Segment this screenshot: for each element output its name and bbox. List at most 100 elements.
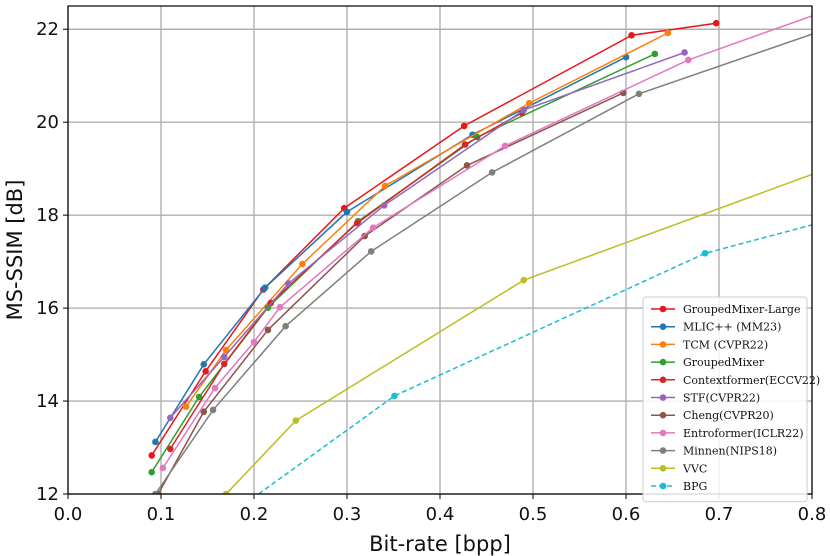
data-point [369, 224, 377, 231]
series-TCM (CVPR22) [182, 29, 672, 410]
series-line [157, 92, 624, 494]
data-point [195, 393, 203, 401]
series-Cheng(CVPR20) [154, 89, 627, 494]
x-tick-label: 0.5 [519, 504, 548, 525]
legend-label: Contextformer(ECCV22) [683, 374, 820, 387]
data-point [202, 368, 209, 375]
legend-box [642, 296, 808, 503]
data-point [200, 408, 208, 416]
legend-item: Cheng(CVPR20) [651, 409, 774, 422]
data-point [264, 326, 272, 334]
data-point [200, 361, 208, 368]
series-GroupedMixer [148, 50, 659, 476]
data-point [628, 31, 635, 39]
series-line [185, 32, 669, 408]
data-point [167, 445, 174, 453]
legend-label: MLIC++ (MM23) [683, 321, 781, 334]
data-point [148, 468, 155, 476]
data-point [152, 438, 159, 446]
series-layer [148, 15, 825, 494]
legend-label: Cheng(CVPR20) [683, 409, 774, 422]
data-point [182, 403, 190, 410]
legend-label: GroupedMixer-Large [683, 303, 801, 316]
y-tick-label: 14 [36, 391, 59, 412]
data-point [460, 122, 468, 130]
data-point [685, 56, 692, 64]
legend-item: GroupedMixer [651, 356, 765, 369]
legend: GroupedMixer-Large MLIC++ (MM23) TCM (CVPR… [642, 296, 820, 503]
ticks: 0.0 0.1 0.2 0.3 0.4 0.5 0.6 0.7 0.8 12 14 16 18 20 22 [36, 19, 826, 525]
legend-label: Minnen(NIPS18) [683, 445, 777, 458]
legend-marker [659, 447, 667, 454]
x-tick-label: 0.8 [798, 504, 827, 525]
data-point [353, 219, 361, 227]
data-point [461, 141, 469, 148]
legend-label: BPG [683, 480, 707, 493]
series-line [151, 22, 717, 456]
x-tick-label: 0.3 [333, 504, 362, 525]
data-point [701, 249, 709, 257]
legend-label: STF(CVPR22) [683, 392, 760, 405]
data-point [148, 452, 155, 459]
legend-marker [659, 394, 667, 401]
legend-marker [659, 323, 667, 331]
data-point [712, 19, 720, 27]
data-point [152, 490, 159, 494]
series-line [258, 224, 812, 494]
data-point [299, 260, 306, 268]
data-point [285, 280, 292, 287]
data-point [211, 384, 219, 392]
series-line [225, 173, 812, 494]
legend-label: GroupedMixer [683, 356, 765, 369]
x-tick-label: 0.4 [426, 504, 455, 525]
legend-marker [659, 482, 667, 490]
grid [67, 6, 813, 495]
legend-item: TCM (CVPR22) [651, 338, 768, 351]
data-point [818, 168, 825, 175]
series-STF(CVPR22) [167, 49, 688, 422]
y-tick-label: 16 [36, 298, 59, 319]
series-line [162, 15, 812, 469]
series-line [151, 53, 656, 473]
series-BPG [258, 224, 812, 494]
data-point [220, 353, 228, 361]
x-tick-label: 0.6 [612, 504, 641, 525]
x-tick-label: 0.0 [54, 504, 83, 525]
data-point [220, 360, 228, 368]
data-point [635, 90, 643, 98]
y-tick-label: 18 [36, 205, 59, 226]
data-point [651, 50, 659, 58]
x-tick-label: 0.1 [147, 504, 176, 525]
x-axis-title: Bit-rate [bpp] [369, 532, 511, 556]
y-tick-label: 22 [36, 19, 59, 40]
legend-item: Minnen(NIPS18) [651, 445, 777, 458]
series-line [169, 51, 685, 419]
x-tick-label: 0.2 [240, 504, 269, 525]
data-point [261, 284, 269, 291]
data-point [343, 208, 351, 216]
data-point [525, 99, 533, 107]
legend-marker [659, 341, 667, 348]
legend-item: BPG [651, 480, 707, 493]
legend-label: VVC [682, 462, 707, 475]
series-VVC [222, 168, 825, 494]
y-axis-title: MS-SSIM [dB] [3, 180, 27, 321]
data-point [222, 490, 230, 494]
legend-label: TCM (CVPR22) [683, 338, 768, 351]
legend-marker [659, 358, 667, 366]
legend-marker [659, 376, 667, 384]
data-point [276, 303, 284, 311]
data-point [282, 322, 289, 330]
data-point [250, 338, 258, 346]
data-point [367, 248, 375, 255]
data-point [664, 29, 672, 37]
data-point [520, 276, 527, 284]
legend-label: Entroformer(ICLR22) [683, 427, 804, 440]
legend-item: VVC [651, 462, 707, 475]
legend-item: GroupedMixer-Large [651, 303, 801, 316]
data-point [520, 106, 527, 114]
data-point [209, 406, 217, 414]
series-Entroformer(ICLR22) [159, 15, 812, 472]
legend-marker [659, 411, 667, 419]
